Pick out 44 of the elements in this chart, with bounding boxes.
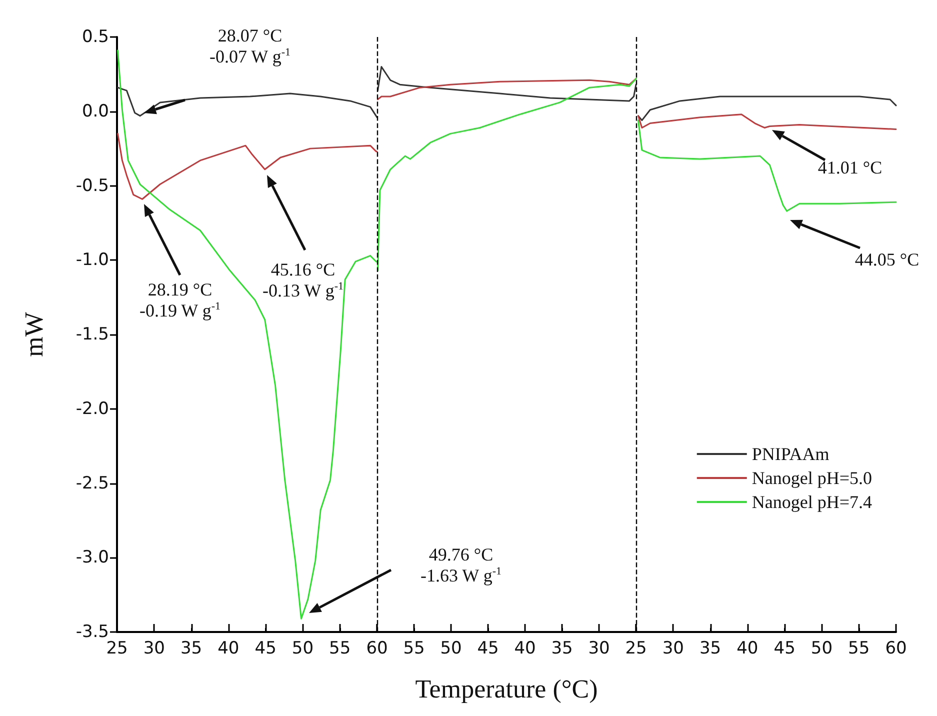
line-series bbox=[116, 86, 378, 118]
x-tick-label: 45 bbox=[774, 638, 796, 658]
annotation: 44.05 °C bbox=[854, 250, 920, 270]
x-tick-label: 30 bbox=[662, 638, 684, 658]
legend-label: Nanogel pH=5.0 bbox=[752, 468, 872, 488]
annotation: 49.76 °C -1.63 W g$^{-1}$ bbox=[420, 544, 502, 586]
x-tick-label: 40 bbox=[514, 638, 536, 658]
y-tick-label: -1.0 bbox=[76, 250, 109, 270]
x-tick-label: 50 bbox=[810, 638, 833, 658]
x-tick-label: 45 bbox=[477, 638, 499, 658]
annotation: 41.01 °C bbox=[818, 158, 882, 178]
x-tick-label: 50 bbox=[292, 638, 314, 658]
x-tick-label: 55 bbox=[329, 638, 351, 658]
x-tick-label: 40 bbox=[218, 638, 240, 658]
y-tick-label: -2.5 bbox=[76, 473, 109, 494]
x-tick-label: 40 bbox=[736, 638, 758, 658]
x-tick-label: 25 bbox=[625, 638, 647, 658]
x-tick-label: 55 bbox=[848, 638, 870, 658]
x-tick-label: 35 bbox=[180, 638, 202, 658]
y-tick-label: -3.0 bbox=[76, 548, 109, 568]
annotation: 28.19 °C -0.19 W g$^{-1}$ bbox=[139, 279, 221, 321]
annotation: 45.16 °C -0.13 W g$^{-1}$ bbox=[262, 259, 344, 301]
y-tick-label: -3.5 bbox=[76, 622, 109, 642]
legend-label: PNIPAAm bbox=[752, 444, 830, 464]
x-tick-label: 35 bbox=[699, 638, 722, 658]
x-tick-label: 45 bbox=[254, 638, 276, 658]
legend-label: Nanogel pH=7.4 bbox=[752, 492, 872, 512]
y-tick-label: -2.0 bbox=[76, 398, 109, 419]
x-tick-label: 35 bbox=[551, 638, 573, 658]
y-tick-label: -0.5 bbox=[76, 176, 109, 196]
x-tick-label: 55 bbox=[403, 638, 425, 658]
x-tick-label: 60 bbox=[885, 638, 907, 658]
y-tick-label: 0.5 bbox=[82, 27, 109, 47]
x-tick-label: 30 bbox=[143, 638, 165, 658]
x-tick-label: 25 bbox=[106, 638, 128, 658]
y-axis-title: mW bbox=[20, 312, 48, 357]
y-tick-label: -1.5 bbox=[76, 324, 109, 344]
y-tick-label: 0.0 bbox=[82, 101, 109, 122]
annotation: 28.07 °C -0.07 W g$^{-1}$ bbox=[209, 25, 291, 67]
x-tick-label: 30 bbox=[588, 638, 610, 658]
line-series bbox=[116, 132, 378, 200]
x-axis-title: Temperature (°C) bbox=[415, 674, 598, 704]
x-tick-label: 50 bbox=[440, 638, 462, 658]
x-tick-label: 60 bbox=[366, 638, 388, 658]
